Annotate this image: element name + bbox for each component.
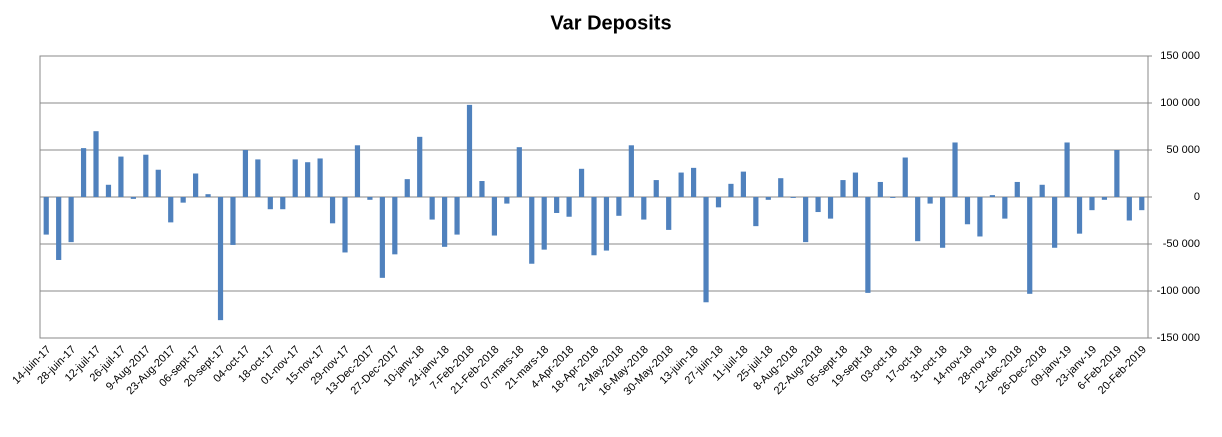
bar [653, 180, 659, 197]
bar [1002, 197, 1008, 219]
bar [392, 197, 398, 255]
bar [1126, 197, 1132, 221]
bar [591, 197, 597, 256]
bar [740, 171, 746, 197]
bar [666, 197, 672, 230]
bar [516, 147, 522, 197]
bar [803, 197, 809, 243]
y-tick-label: -150 000 [1157, 332, 1200, 344]
bar [292, 159, 298, 197]
bar [927, 197, 933, 204]
bar [118, 156, 124, 197]
bar [454, 197, 460, 235]
bar [43, 197, 49, 235]
bar [105, 184, 112, 197]
bar [367, 197, 373, 200]
bar [865, 197, 871, 293]
bar [840, 180, 846, 197]
bar [205, 194, 211, 197]
bar [939, 197, 946, 248]
bar [354, 145, 361, 197]
bar [230, 197, 236, 245]
bar [342, 197, 348, 253]
bar [68, 197, 74, 243]
bar [491, 197, 498, 236]
bar [80, 148, 87, 197]
bar [1139, 197, 1145, 211]
bar [566, 197, 572, 217]
bar [1014, 181, 1020, 197]
y-tick-label: -100 000 [1157, 285, 1200, 297]
bar [1027, 197, 1033, 294]
bar [915, 197, 921, 242]
bar [168, 197, 174, 223]
bar [890, 197, 896, 198]
bar [1052, 197, 1058, 248]
bar [242, 150, 249, 197]
bar [703, 197, 709, 303]
bar [1114, 150, 1120, 197]
y-tick-label: 50 000 [1166, 144, 1200, 156]
bar [678, 172, 684, 197]
bar [1039, 184, 1045, 197]
bar [280, 197, 286, 210]
bar [267, 197, 273, 210]
bar [690, 167, 697, 197]
bar [93, 131, 99, 197]
bar [877, 181, 883, 197]
bar [429, 197, 435, 220]
bar [715, 197, 722, 208]
y-tick-label: 100 000 [1160, 97, 1200, 109]
bar [628, 145, 634, 197]
bar [952, 142, 958, 197]
y-tick-label: 150 000 [1160, 50, 1200, 62]
bar [143, 154, 149, 197]
bar [977, 197, 983, 237]
bar [529, 197, 535, 264]
bar [641, 197, 647, 220]
bar [541, 197, 547, 250]
bar [255, 159, 261, 197]
bar [902, 157, 908, 197]
y-tick-label: -50 000 [1163, 238, 1200, 250]
bar [603, 197, 610, 251]
bar [578, 168, 585, 197]
bar [305, 162, 311, 197]
bar [442, 197, 448, 247]
bar [815, 197, 821, 213]
bar [778, 178, 784, 197]
bar [790, 197, 796, 198]
chart-title: Var Deposits [550, 12, 671, 34]
y-tick-label: 0 [1194, 191, 1200, 203]
bar [180, 197, 186, 203]
bar [827, 197, 834, 219]
bar [1064, 142, 1070, 197]
bar [616, 197, 622, 216]
bar [964, 197, 971, 225]
bar [1089, 197, 1095, 211]
bar [852, 172, 859, 197]
bar [404, 179, 410, 197]
bar [479, 181, 485, 197]
bar [504, 197, 510, 204]
bar [765, 197, 771, 200]
bar [217, 197, 224, 321]
bar [193, 173, 199, 197]
bar [417, 136, 423, 197]
bar [554, 197, 560, 213]
bar [1101, 197, 1108, 200]
bar [379, 197, 385, 278]
bar [728, 183, 734, 197]
bar [466, 104, 473, 197]
bar [753, 197, 759, 227]
bar [329, 197, 336, 224]
bar [989, 195, 995, 197]
bar [155, 169, 161, 197]
bar [317, 158, 323, 197]
bar [1076, 197, 1083, 234]
bar [130, 197, 136, 199]
bar [56, 197, 62, 260]
